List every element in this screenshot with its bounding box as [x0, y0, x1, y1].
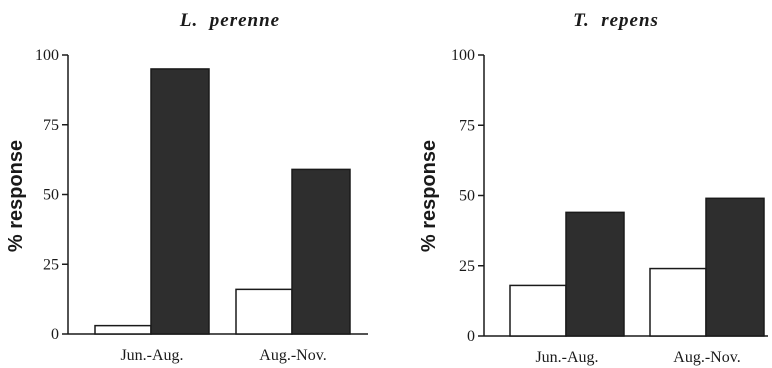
chart-right: T. repens % response 0 25 50 75 100 Jun.-Aug.… — [418, 10, 768, 366]
x-tick-label: Jun.-Aug. — [120, 347, 183, 364]
bar-light — [649, 267, 707, 337]
chart-left: L. perenne % response 0 25 50 75 100 Jun.-Aug… — [5, 10, 368, 364]
bar-dark — [705, 197, 765, 337]
y-tick-label: 75 — [459, 117, 475, 134]
bar-dark — [291, 168, 351, 335]
y-axis-label: % response — [418, 140, 440, 252]
y-tick-label: 100 — [451, 47, 475, 64]
x-tick-label: Aug.-Nov. — [259, 347, 326, 364]
bar-light — [235, 288, 293, 335]
bar-dark — [150, 68, 210, 335]
y-tick-label: 50 — [459, 188, 475, 205]
x-tick-label: Jun.-Aug. — [535, 349, 598, 366]
chart-title: T. repens — [573, 10, 659, 31]
y-axis-label: % response — [5, 140, 27, 252]
x-tick-label: Aug.-Nov. — [673, 349, 740, 366]
y-tick-label: 75 — [43, 117, 59, 134]
bar-light — [94, 324, 152, 335]
bar-light — [509, 284, 567, 337]
plot-area: 0 25 50 75 100 Jun.-Aug. Aug.-Nov. — [451, 47, 768, 366]
y-tick-label: 0 — [467, 328, 475, 345]
y-tick-label: 50 — [43, 187, 59, 204]
plot-area: 0 25 50 75 100 Jun.-Aug. Aug.-Nov. — [35, 47, 368, 364]
y-tick-label: 25 — [459, 258, 475, 275]
y-tick-label: 100 — [35, 47, 59, 64]
y-tick-label: 25 — [43, 256, 59, 273]
chart-title: L. perenne — [179, 10, 280, 31]
bar-dark — [565, 211, 625, 337]
y-tick-label: 0 — [51, 326, 59, 343]
